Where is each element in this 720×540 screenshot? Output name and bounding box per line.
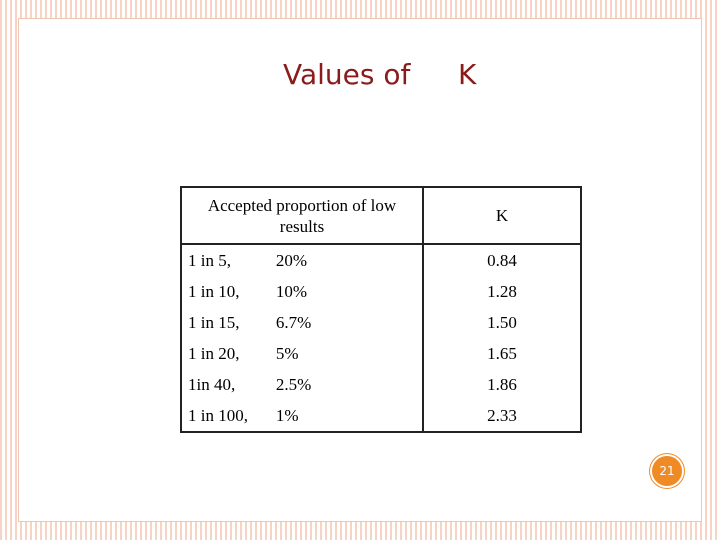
- table-cell: 20%: [275, 250, 308, 270]
- table-cell: 1 in 5,: [188, 250, 231, 270]
- table-cell: 1 in 15,: [188, 312, 240, 332]
- table-row: 1in 40, 2.5% 1.86: [181, 369, 581, 400]
- header-cell: Accepted proportion of low results: [181, 187, 424, 245]
- table-cell: 1 in 100,: [188, 405, 248, 425]
- table-cell: 1.65: [422, 338, 581, 369]
- table-row: 1 in 20, 5% 1.65: [181, 338, 581, 369]
- title-part: K: [458, 58, 477, 91]
- table-cell: 1%: [275, 405, 299, 425]
- table-row: 1 in 5, 20% 0.84: [181, 244, 581, 276]
- table-row: 1 in 15, 6.7% 1.50: [181, 307, 581, 338]
- table-cell: 10%: [275, 281, 308, 301]
- table-cell: 1.86: [422, 369, 581, 400]
- table-cell: 1.50: [422, 307, 581, 338]
- table-cell: 1.28: [422, 276, 581, 307]
- table-cell: 1 in 20,: [188, 343, 240, 363]
- table-row: 1 in 100, 1% 2.33: [181, 400, 581, 432]
- title-part: Values of: [283, 58, 411, 91]
- table-cell: 2.33: [422, 400, 581, 432]
- table-cell: 0.84: [422, 244, 581, 276]
- table-cell: 2.5%: [275, 374, 312, 394]
- table-cell: 6.7%: [275, 312, 312, 332]
- table-cell: 1in 40,: [188, 374, 236, 394]
- header-row: Accepted proportion of low results K: [181, 187, 581, 245]
- table-body: 1 in 5, 20% 0.84 1 in 10, 10% 1.28 1 in 15, 6.7…: [181, 244, 581, 432]
- header-cell: K: [423, 187, 581, 245]
- table-cell: 1 in 10,: [188, 281, 240, 301]
- page-number: 21: [650, 454, 684, 488]
- k-table: Accepted proportion of low results K 1 i…: [180, 186, 582, 433]
- table-row: 1 in 10, 10% 1.28: [181, 276, 581, 307]
- slide-inner-border: [18, 18, 702, 522]
- table-cell: 5%: [275, 343, 299, 363]
